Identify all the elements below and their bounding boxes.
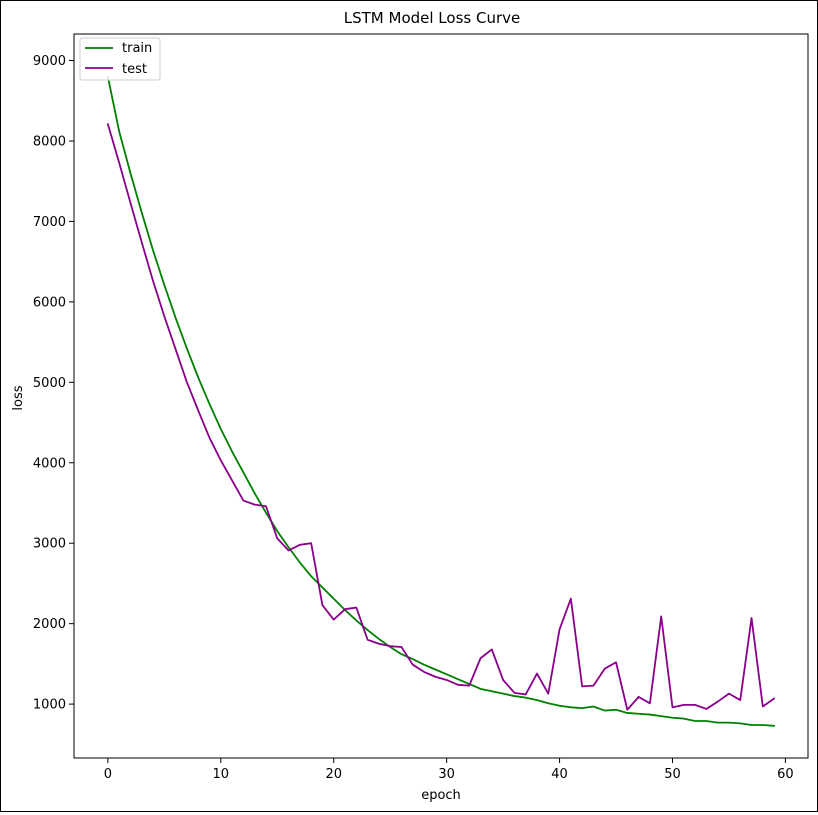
y-tick-label: 2000 (33, 617, 66, 632)
series-line-train (106, 75, 776, 727)
legend-test-label: test (122, 62, 147, 77)
y-tick-label: 8000 (33, 134, 66, 149)
y-tick-label: 3000 (33, 537, 66, 552)
x-tick-label: 0 (104, 767, 112, 782)
plot-area (73, 33, 809, 759)
y-tick-label: 5000 (33, 376, 66, 391)
x-tick-label: 10 (213, 767, 230, 782)
x-tick-label: 50 (664, 767, 681, 782)
y-tick-label: 6000 (33, 295, 66, 310)
y-axis: 1000 2000 3000 4000 5000 6000 7000 8000 9000 (33, 54, 74, 713)
x-tick-label: 40 (551, 767, 568, 782)
x-axis: 0 10 20 30 40 50 60 (104, 758, 794, 782)
x-tick-label: 20 (325, 767, 342, 782)
series-line-test (106, 123, 776, 711)
y-tick-label: 1000 (33, 698, 66, 713)
x-tick-label: 30 (438, 767, 455, 782)
series-lines (106, 75, 776, 727)
y-tick-label: 7000 (33, 215, 66, 230)
y-tick-label: 4000 (33, 456, 66, 471)
x-tick-label: 60 (777, 767, 794, 782)
chart-title: LSTM Model Loss Curve (344, 9, 520, 27)
y-tick-label: 9000 (33, 54, 66, 69)
legend: train test (79, 37, 161, 81)
legend-train-label: train (122, 41, 152, 56)
x-axis-label: epoch (421, 788, 461, 803)
y-axis-label: loss (11, 385, 26, 410)
